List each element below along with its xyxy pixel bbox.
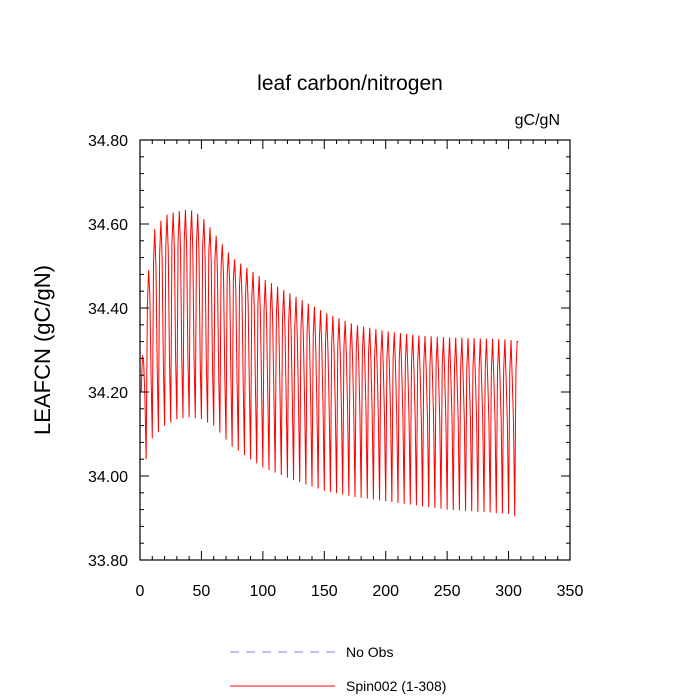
x-tick-label: 0 (136, 583, 145, 600)
series-line-spin002 (140, 209, 519, 517)
tick-layer: 0 50 100 150 200 250 300 350 33.80 34.00 34.20 34.4… (88, 133, 583, 600)
x-tick-label: 300 (495, 583, 522, 600)
x-tick-label: 150 (311, 583, 338, 600)
y-tick-label: 34.60 (88, 217, 128, 234)
y-tick-label: 34.20 (88, 385, 128, 402)
y-axis-label: LEAFCN (gC/gN) (30, 265, 55, 435)
legend-label-spin002: Spin002 (1-308) (346, 678, 446, 694)
y-tick-label: 34.80 (88, 133, 128, 150)
y-tick-label: 34.00 (88, 469, 128, 486)
plot-frame (139, 139, 571, 561)
y-tick-label: 34.40 (88, 301, 128, 318)
y-tick-label: 33.80 (88, 553, 128, 570)
units-label: gC/gN (515, 112, 560, 129)
legend-label-no-obs: No Obs (346, 644, 393, 660)
chart-title: leaf carbon/nitrogen (257, 72, 443, 95)
series-layer (140, 209, 519, 517)
x-tick-label: 200 (372, 583, 399, 600)
legend: No Obs Spin002 (1-308) (230, 644, 446, 694)
x-tick-label: 350 (557, 583, 584, 600)
x-tick-label: 250 (434, 583, 461, 600)
x-tick-label: 100 (250, 583, 277, 600)
x-tick-label: 50 (193, 583, 211, 600)
